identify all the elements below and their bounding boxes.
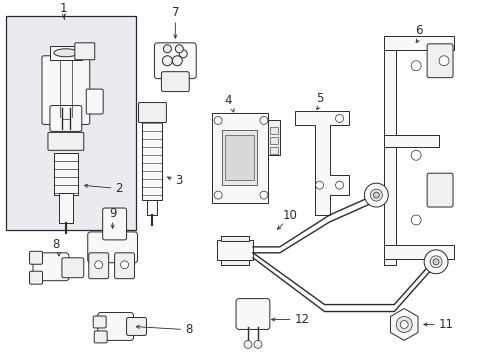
Text: 11: 11 (438, 318, 453, 331)
Circle shape (410, 61, 420, 71)
Circle shape (335, 114, 343, 122)
Bar (142, 121, 162, 200)
Text: 2: 2 (115, 182, 123, 195)
Text: 9: 9 (109, 207, 116, 220)
Bar (222, 130, 256, 185)
Bar (269, 147, 277, 154)
Circle shape (179, 50, 187, 58)
Text: 8: 8 (52, 238, 60, 251)
Circle shape (95, 261, 102, 269)
Circle shape (429, 256, 441, 268)
Bar (50, 46, 81, 60)
FancyBboxPatch shape (87, 232, 137, 263)
Text: 12: 12 (294, 313, 309, 326)
Circle shape (423, 250, 447, 274)
Bar (212, 113, 267, 203)
Circle shape (162, 56, 172, 66)
Text: 8: 8 (185, 323, 192, 336)
FancyBboxPatch shape (29, 271, 42, 284)
FancyBboxPatch shape (102, 208, 126, 240)
FancyBboxPatch shape (88, 253, 108, 279)
Circle shape (315, 181, 323, 189)
Circle shape (395, 316, 411, 332)
Circle shape (214, 117, 222, 125)
FancyBboxPatch shape (236, 298, 269, 329)
FancyBboxPatch shape (75, 43, 95, 60)
FancyBboxPatch shape (62, 258, 83, 278)
Circle shape (260, 117, 267, 125)
FancyBboxPatch shape (114, 253, 134, 279)
FancyBboxPatch shape (138, 103, 166, 122)
Circle shape (172, 56, 182, 66)
Bar (217, 240, 252, 260)
Circle shape (438, 56, 448, 66)
Circle shape (432, 259, 438, 265)
FancyBboxPatch shape (126, 318, 146, 336)
FancyBboxPatch shape (86, 89, 103, 114)
Bar (267, 121, 279, 155)
Circle shape (364, 183, 387, 207)
Bar (384, 46, 395, 265)
Circle shape (373, 192, 379, 198)
FancyBboxPatch shape (33, 253, 69, 281)
Circle shape (369, 189, 382, 201)
FancyBboxPatch shape (154, 43, 196, 78)
Bar (384, 245, 453, 259)
FancyBboxPatch shape (98, 312, 133, 341)
Circle shape (410, 150, 420, 160)
Bar (269, 127, 277, 134)
Bar (221, 236, 248, 241)
Bar (59, 193, 73, 223)
Circle shape (163, 45, 171, 53)
Text: 1: 1 (60, 3, 67, 15)
Bar (269, 138, 277, 144)
Circle shape (121, 261, 128, 269)
Bar (6, 16, 135, 230)
FancyBboxPatch shape (93, 316, 106, 328)
FancyBboxPatch shape (29, 251, 42, 264)
FancyBboxPatch shape (161, 72, 189, 91)
Text: 3: 3 (175, 174, 183, 187)
Polygon shape (389, 309, 417, 341)
Polygon shape (294, 111, 349, 215)
Circle shape (410, 215, 420, 225)
Circle shape (214, 191, 222, 199)
Circle shape (260, 191, 267, 199)
FancyBboxPatch shape (50, 105, 81, 131)
Bar (384, 135, 438, 147)
Bar (384, 36, 453, 50)
FancyBboxPatch shape (94, 331, 107, 343)
FancyBboxPatch shape (48, 132, 83, 150)
FancyBboxPatch shape (42, 56, 90, 125)
Text: 6: 6 (415, 24, 422, 37)
Circle shape (244, 341, 251, 348)
Bar (54, 153, 78, 195)
Circle shape (335, 181, 343, 189)
Text: 10: 10 (282, 208, 297, 221)
FancyBboxPatch shape (426, 44, 452, 78)
Bar (147, 200, 157, 215)
Text: 7: 7 (171, 6, 179, 19)
Bar (224, 135, 253, 180)
Bar (221, 260, 248, 265)
Circle shape (400, 320, 407, 328)
Circle shape (175, 45, 183, 53)
Ellipse shape (54, 49, 78, 57)
Text: 4: 4 (224, 94, 231, 107)
FancyBboxPatch shape (426, 173, 452, 207)
Circle shape (253, 341, 262, 348)
Text: 5: 5 (315, 92, 323, 105)
